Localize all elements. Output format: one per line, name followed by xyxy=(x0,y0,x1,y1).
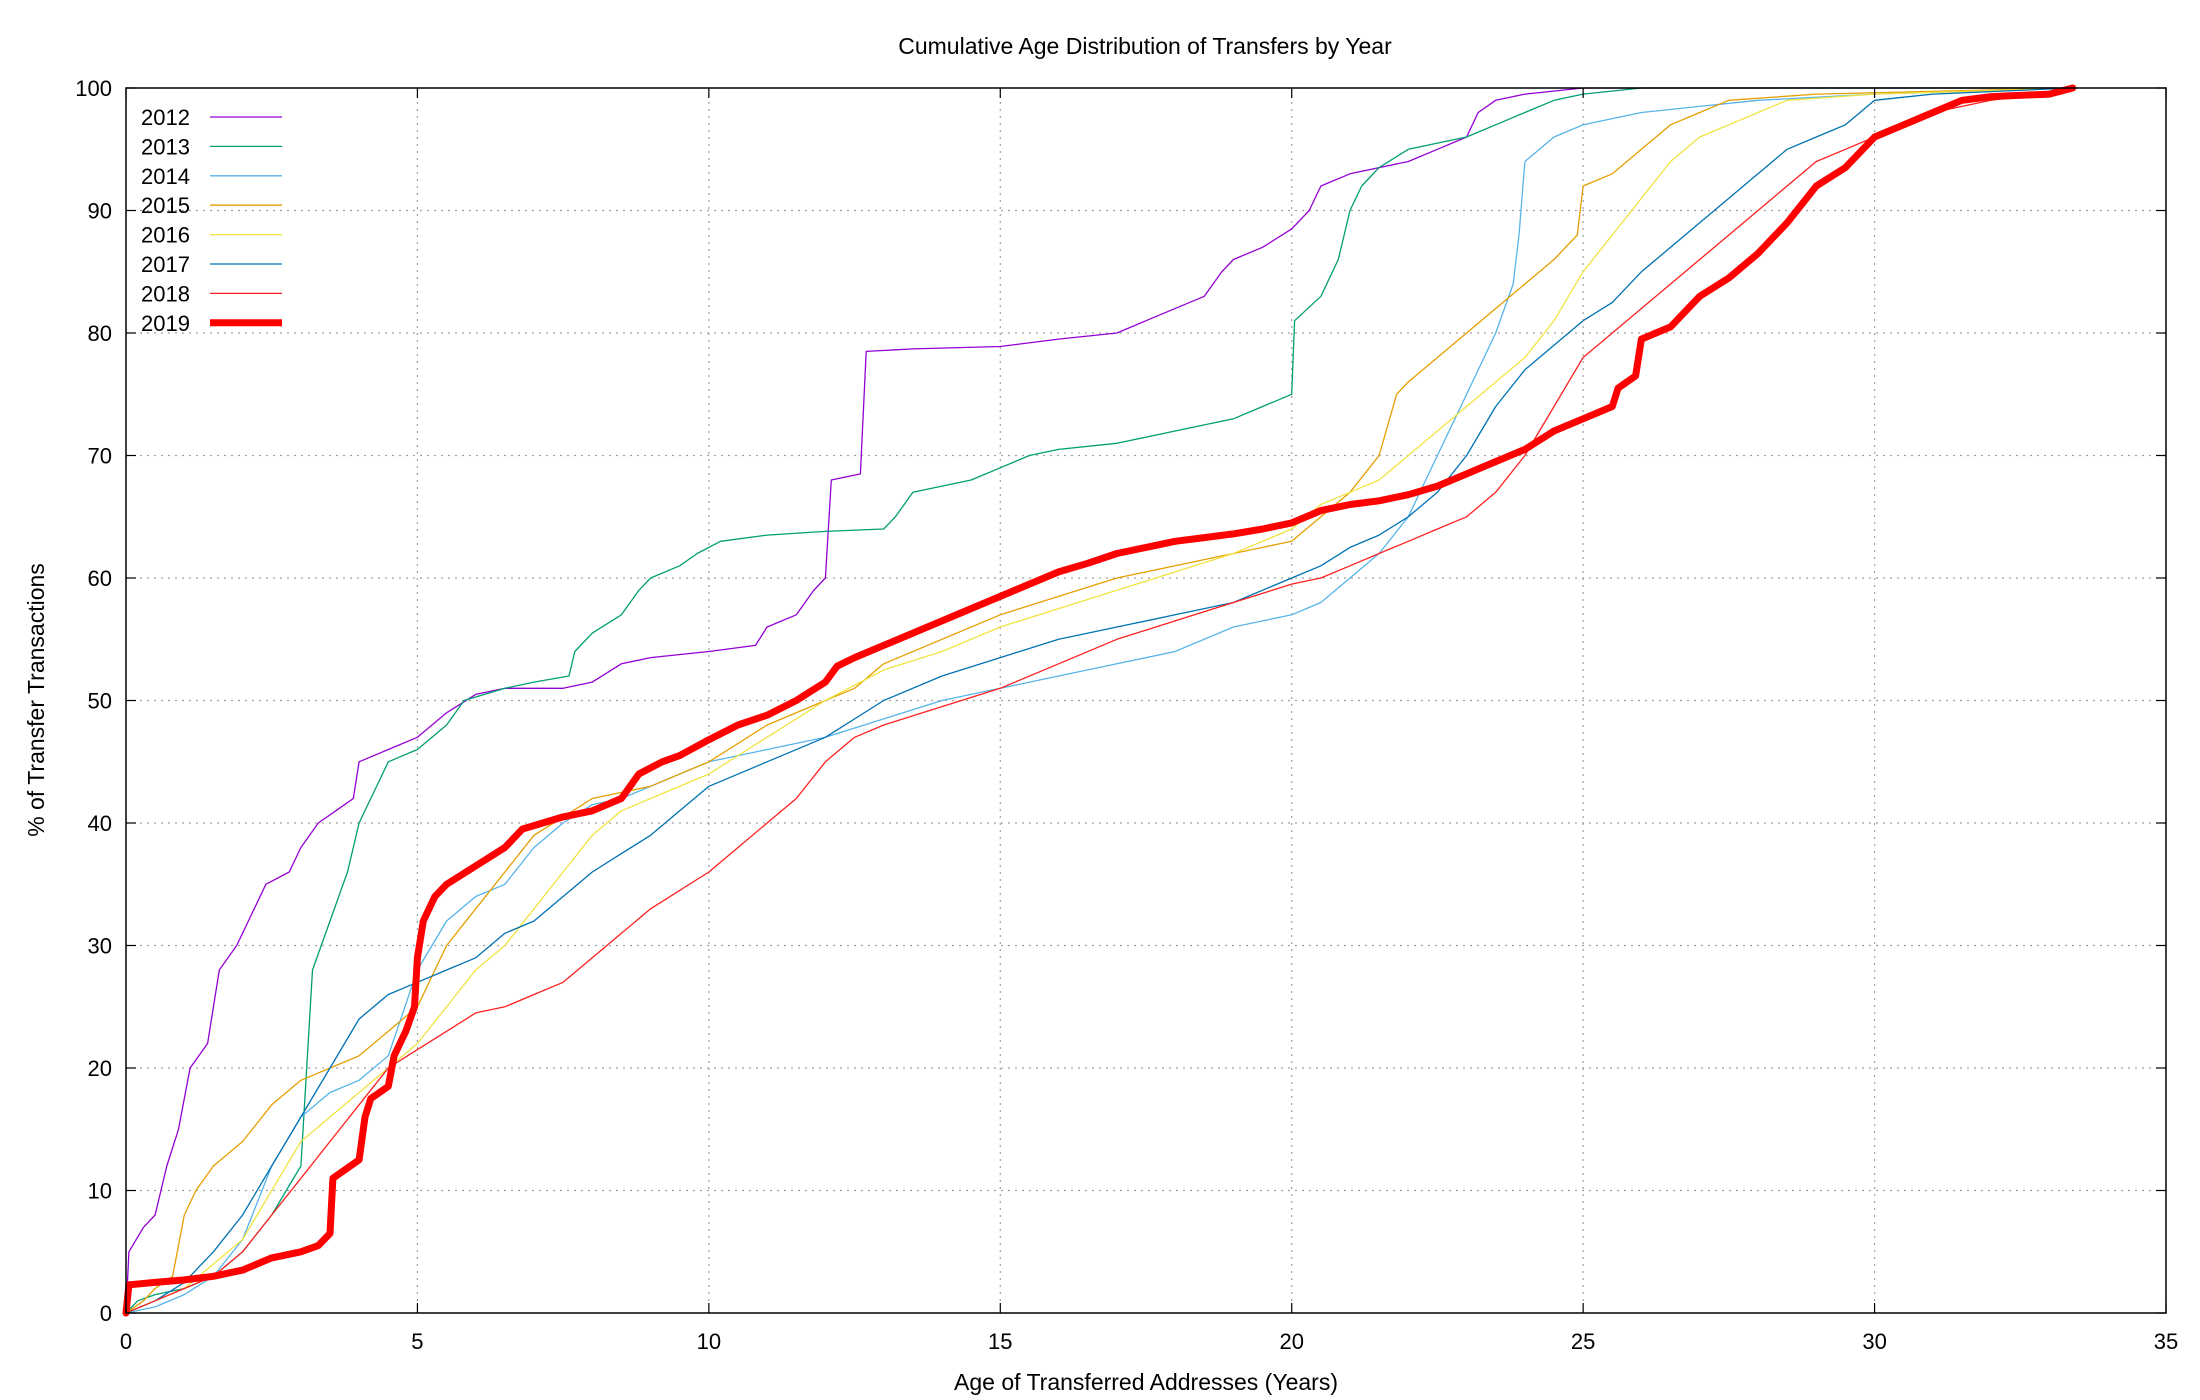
x-tick-label: 20 xyxy=(1279,1329,1303,1354)
y-tick-label: 100 xyxy=(75,76,112,101)
legend-label-2019: 2019 xyxy=(141,311,190,336)
tick-labels: 0 5 10 15 20 25 30 35 0 10 20 30 40 50 60 70 80 90 100 xyxy=(75,76,2178,1354)
series-line-2018 xyxy=(125,87,2074,1314)
series-line-2013 xyxy=(125,87,2074,1314)
y-tick-label: 20 xyxy=(88,1056,112,1081)
chart-title: Cumulative Age Distribution of Transfers… xyxy=(898,33,1392,59)
x-tick-label: 0 xyxy=(120,1329,132,1354)
x-tick-label: 10 xyxy=(697,1329,721,1354)
series-line-2016 xyxy=(125,87,2074,1314)
series-line-2012 xyxy=(125,87,2074,1314)
x-tick-label: 5 xyxy=(411,1329,423,1354)
y-tick-label: 40 xyxy=(88,811,112,836)
plot-frame xyxy=(125,87,2167,1314)
legend-label-2014: 2014 xyxy=(141,164,190,189)
x-axis-title: Age of Transferred Addresses (Years) xyxy=(954,1369,1338,1395)
series-line-2019 xyxy=(122,84,2077,1317)
x-tick-label: 30 xyxy=(1862,1329,1886,1354)
y-tick-label: 30 xyxy=(88,934,112,959)
x-tick-label: 35 xyxy=(2154,1329,2178,1354)
series-line-2014 xyxy=(125,87,2074,1314)
x-tick-label: 25 xyxy=(1571,1329,1595,1354)
series-line-2015 xyxy=(125,87,2074,1314)
y-tick-label: 90 xyxy=(88,199,112,224)
y-tick-label: 60 xyxy=(88,566,112,591)
y-tick-label: 50 xyxy=(88,689,112,714)
series-line-2017 xyxy=(125,87,2074,1314)
y-tick-label: 70 xyxy=(88,444,112,469)
legend-label-2016: 2016 xyxy=(141,223,190,248)
y-axis-title: % of Transfer Transactions xyxy=(23,563,49,837)
series-layer xyxy=(122,84,2077,1317)
legend: 2012 2013 2014 2015 2016 2017 2018 2019 xyxy=(141,105,282,336)
y-tick-label: 80 xyxy=(88,321,112,346)
legend-label-2017: 2017 xyxy=(141,252,190,277)
ticks xyxy=(125,87,2167,1314)
y-tick-label: 10 xyxy=(88,1179,112,1204)
legend-label-2013: 2013 xyxy=(141,134,190,159)
legend-label-2012: 2012 xyxy=(141,105,190,130)
y-tick-label: 0 xyxy=(100,1301,112,1326)
legend-label-2015: 2015 xyxy=(141,193,190,218)
grid xyxy=(126,88,2166,1313)
x-tick-label: 15 xyxy=(988,1329,1012,1354)
legend-label-2018: 2018 xyxy=(141,281,190,306)
